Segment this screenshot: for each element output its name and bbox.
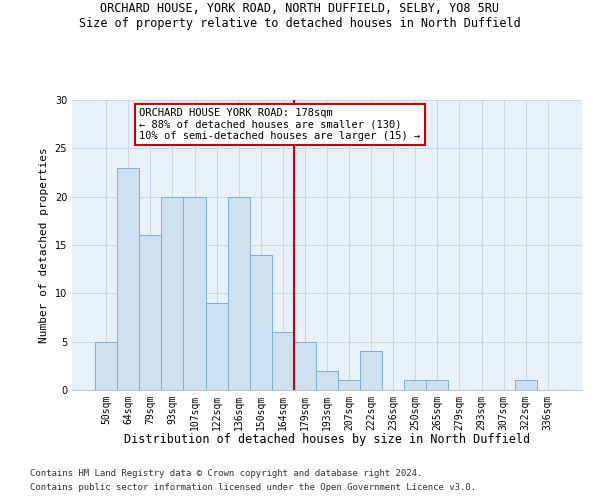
Bar [117,168,139,390]
Text: ORCHARD HOUSE YORK ROAD: 178sqm
← 88% of detached houses are smaller (130)
10% o: ORCHARD HOUSE YORK ROAD: 178sqm ← 88% of… [139,108,421,141]
Bar [272,332,294,390]
Bar [294,342,316,390]
Bar [227,196,250,390]
Bar [360,352,382,390]
Bar [515,380,537,390]
Bar [316,370,338,390]
Text: Size of property relative to detached houses in North Duffield: Size of property relative to detached ho… [79,18,521,30]
Bar [427,380,448,390]
Text: ORCHARD HOUSE, YORK ROAD, NORTH DUFFIELD, SELBY, YO8 5RU: ORCHARD HOUSE, YORK ROAD, NORTH DUFFIELD… [101,2,499,16]
Text: Distribution of detached houses by size in North Duffield: Distribution of detached houses by size … [124,432,530,446]
Bar [184,196,206,390]
Text: Contains HM Land Registry data © Crown copyright and database right 2024.: Contains HM Land Registry data © Crown c… [30,468,422,477]
Bar [206,303,227,390]
Bar [161,196,184,390]
Bar [250,254,272,390]
Bar [139,236,161,390]
Bar [95,342,117,390]
Bar [338,380,360,390]
Text: Contains public sector information licensed under the Open Government Licence v3: Contains public sector information licen… [30,484,476,492]
Bar [404,380,427,390]
Y-axis label: Number of detached properties: Number of detached properties [39,147,49,343]
